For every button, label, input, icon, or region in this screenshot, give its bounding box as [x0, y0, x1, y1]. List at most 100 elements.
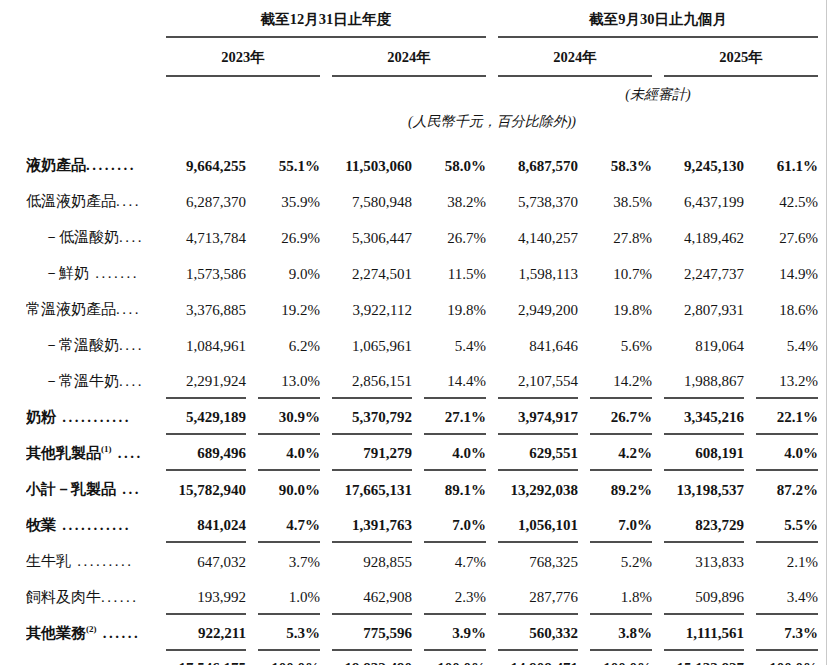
cell-percent: 19.8% — [424, 291, 486, 327]
financial-table-page: 截至12月31日止年度 截至9月30日止九個月 2023年 2024年 2024… — [0, 0, 831, 665]
cell-amount: 15,133,827 — [664, 651, 744, 665]
cell-percent: 3.4% — [756, 579, 818, 615]
cell-amount: 2,856,151 — [332, 363, 412, 399]
row-label-text: －常溫酸奶 — [44, 337, 119, 353]
cell-percent: 27.1% — [424, 399, 486, 435]
table-row: －常溫牛奶.... 2,291,924 13.0% 2,856,151 14.4… — [26, 363, 818, 399]
spacer-cell — [166, 77, 486, 106]
cell-amount: 19,832,490 — [332, 651, 412, 665]
cell-percent: 26.9% — [258, 219, 320, 255]
table-row: 常溫液奶產品.... 3,376,885 19.2% 3,922,112 19.… — [26, 291, 818, 327]
cell-amount: 608,191 — [664, 435, 744, 471]
cell-percent: 35.9% — [258, 183, 320, 219]
cell-percent: 3.7% — [258, 543, 320, 579]
cell-percent: 3.9% — [424, 615, 486, 651]
row-label-text: －常溫牛奶 — [44, 373, 119, 389]
cell-amount: 1,084,961 — [166, 327, 246, 363]
cell-percent: 19.2% — [258, 291, 320, 327]
cell-amount: 509,896 — [664, 579, 744, 615]
cell-amount: 9,245,130 — [664, 143, 744, 183]
year-header-2023: 2023年 — [166, 38, 320, 77]
cell-percent: 42.5% — [756, 183, 818, 219]
period-group-ninemonth-header: 截至9月30日止九個月 — [498, 6, 818, 38]
row-label-text: 其他業務 — [26, 625, 86, 641]
cell-percent: 6.2% — [258, 327, 320, 363]
units-note-row: (人民幣千元，百分比除外)) — [26, 106, 818, 143]
cell-percent: 7.0% — [590, 507, 652, 543]
row-label-text: 小計－乳製品 — [26, 481, 116, 497]
cell-percent: 5.4% — [424, 327, 486, 363]
table-row: 其他乳製品(1) .... 689,496 4.0% 791,279 4.0% … — [26, 435, 818, 471]
cell-percent: 13.2% — [756, 363, 818, 399]
dot-leader: ......... — [71, 553, 134, 569]
cell-amount: 791,279 — [332, 435, 412, 471]
cell-percent: 9.0% — [258, 255, 320, 291]
table-row: －低溫酸奶.... 4,713,784 26.9% 5,306,447 26.7… — [26, 219, 818, 255]
cell-amount: 4,713,784 — [166, 219, 246, 255]
dot-leader: ...... — [97, 625, 141, 641]
cell-percent: 26.7% — [424, 219, 486, 255]
cell-amount: 3,974,917 — [498, 399, 578, 435]
cell-percent: 5.5% — [756, 507, 818, 543]
cell-amount: 3,922,112 — [332, 291, 412, 327]
cell-percent: 30.9% — [258, 399, 320, 435]
cell-amount: 841,646 — [498, 327, 578, 363]
dot-leader: .... — [119, 229, 144, 245]
cell-amount: 9,664,255 — [166, 143, 246, 183]
cell-percent: 4.0% — [756, 435, 818, 471]
table-row: 其他業務(2) ...... 922,211 5.3% 775,596 3.9%… — [26, 615, 818, 651]
table-row: 奶粉 ........... 5,429,189 30.9% 5,370,792… — [26, 399, 818, 435]
year-header-2024-ninemonth: 2024年 — [498, 38, 652, 77]
row-label: 小計－乳製品 ... — [26, 471, 154, 507]
cell-percent: 90.0% — [258, 471, 320, 507]
cell-amount: 1,391,763 — [332, 507, 412, 543]
cell-percent: 7.3% — [756, 615, 818, 651]
row-label: 液奶產品........ — [26, 143, 154, 183]
page-edge-line — [826, 0, 827, 665]
revenue-breakdown-table: 截至12月31日止年度 截至9月30日止九個月 2023年 2024年 2024… — [14, 6, 830, 665]
row-label: 飼料及肉牛...... — [26, 579, 154, 615]
cell-amount: 14,908,471 — [498, 651, 578, 665]
table-row: 生牛乳 ......... 647,032 3.7% 928,855 4.7% … — [26, 543, 818, 579]
cell-amount: 3,376,885 — [166, 291, 246, 327]
table-row: 液奶產品........ 9,664,255 55.1% 11,503,060 … — [26, 143, 818, 183]
cell-amount: 928,855 — [332, 543, 412, 579]
cell-percent: 1.0% — [258, 579, 320, 615]
cell-amount: 922,211 — [166, 615, 246, 651]
cell-percent: 38.2% — [424, 183, 486, 219]
row-label-text: 生牛乳 — [26, 553, 71, 569]
cell-amount: 2,274,501 — [332, 255, 412, 291]
cell-percent: 100.0% — [258, 651, 320, 665]
row-label-text: 飼料及肉牛 — [26, 589, 101, 605]
cell-amount: 5,370,792 — [332, 399, 412, 435]
row-label: －低溫酸奶.... — [26, 219, 154, 255]
cell-amount: 1,065,961 — [332, 327, 412, 363]
cell-percent: 26.7% — [590, 399, 652, 435]
cell-percent: 100.0% — [424, 651, 486, 665]
dot-leader: .... — [119, 373, 144, 389]
table-row: 飼料及肉牛...... 193,992 1.0% 462,908 2.3% 28… — [26, 579, 818, 615]
table-row: 牧業 ........... 841,024 4.7% 1,391,763 7.… — [26, 507, 818, 543]
cell-amount: 3,345,216 — [664, 399, 744, 435]
cell-percent: 58.3% — [590, 143, 652, 183]
unaudited-note: (未經審計) — [498, 77, 818, 106]
row-label: 常溫液奶產品.... — [26, 291, 154, 327]
cell-amount: 1,573,586 — [166, 255, 246, 291]
cell-amount: 1,056,101 — [498, 507, 578, 543]
units-note: (人民幣千元，百分比除外)) — [166, 106, 818, 143]
cell-percent: 89.1% — [424, 471, 486, 507]
row-label: 生牛乳 ......... — [26, 543, 154, 579]
dot-leader: ........... — [56, 409, 131, 425]
cell-amount: 2,107,554 — [498, 363, 578, 399]
cell-percent: 61.1% — [756, 143, 818, 183]
table-row: 總計 ........... 17,546,175 100.0% 19,832,… — [26, 651, 818, 665]
cell-amount: 823,729 — [664, 507, 744, 543]
cell-amount: 6,287,370 — [166, 183, 246, 219]
cell-percent: 19.8% — [590, 291, 652, 327]
cell-amount: 193,992 — [166, 579, 246, 615]
cell-percent: 27.6% — [756, 219, 818, 255]
cell-amount: 5,306,447 — [332, 219, 412, 255]
year-header-row: 2023年 2024年 2024年 2025年 — [26, 38, 818, 77]
row-label-text: 奶粉 — [26, 409, 56, 425]
cell-percent: 27.8% — [590, 219, 652, 255]
